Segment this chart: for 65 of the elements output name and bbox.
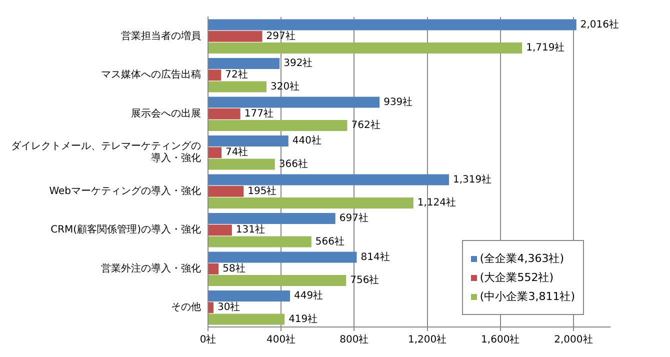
bar <box>208 42 522 54</box>
bar <box>208 290 290 302</box>
data-label: 939社 <box>384 96 413 108</box>
y-tick-label: 営業外注の導入・強化 <box>101 262 201 274</box>
legend-label: (全企業4,363社) <box>480 251 564 266</box>
bar <box>208 147 222 158</box>
bar <box>208 81 266 92</box>
bar <box>208 135 288 147</box>
data-label: 392社 <box>284 57 313 70</box>
data-label: 72社 <box>225 68 248 81</box>
data-label: 449社 <box>294 290 324 302</box>
bar <box>208 108 240 120</box>
bar <box>208 274 346 286</box>
data-label: 1,124社 <box>417 196 456 209</box>
bar <box>208 236 312 248</box>
y-tick-label: CRM(顧客関係管理)の導入・強化 <box>50 224 201 236</box>
y-tick-label: その他 <box>171 301 201 314</box>
data-label: 756社 <box>350 274 380 286</box>
bar <box>208 224 232 236</box>
x-tick-label: 1,200社 <box>408 334 447 346</box>
legend-label: (中小企業3,811社) <box>480 289 575 304</box>
data-label: 320社 <box>270 80 300 92</box>
data-label: 566社 <box>315 235 345 248</box>
bar <box>208 158 275 170</box>
bar <box>208 252 357 263</box>
x-tick-label: 0社 <box>200 334 216 346</box>
data-label: 697社 <box>339 212 368 224</box>
data-label: 440社 <box>292 134 322 147</box>
data-label: 419社 <box>288 312 318 325</box>
data-label: 366社 <box>278 158 308 170</box>
data-label: 195社 <box>248 184 277 197</box>
data-label: 74社 <box>226 146 248 158</box>
data-label: 131社 <box>236 224 266 236</box>
bar <box>208 186 244 197</box>
data-label: 1,719社 <box>526 42 565 54</box>
bar <box>208 30 262 42</box>
bar <box>208 58 280 70</box>
bar <box>208 174 450 186</box>
bar <box>208 212 336 224</box>
bar <box>208 314 285 325</box>
data-label: 814社 <box>360 250 390 263</box>
bar <box>208 120 348 132</box>
y-tick-label: 展示会への出展 <box>131 107 201 120</box>
data-label: 58社 <box>222 262 246 274</box>
data-label: 297社 <box>266 30 296 42</box>
y-tick-label: ダイレクトメール、テレマーケティングの導入・強化 <box>11 140 201 164</box>
data-label: 177社 <box>244 107 274 120</box>
data-label: 1,319社 <box>453 173 492 186</box>
bar <box>208 197 414 209</box>
y-tick-label: マス媒体への広告出稿 <box>101 68 201 81</box>
data-label: 762社 <box>351 119 380 132</box>
bar <box>208 19 576 30</box>
data-label: 2,016社 <box>580 18 620 30</box>
bar <box>208 96 380 108</box>
x-tick-label: 400社 <box>266 334 296 346</box>
y-tick-label: 営業担当者の増員 <box>121 30 201 42</box>
bar <box>208 263 219 274</box>
legend-label: (大企業552社) <box>480 270 554 285</box>
x-tick-label: 1,600社 <box>481 334 520 346</box>
bar <box>208 70 222 81</box>
x-tick-label: 800社 <box>340 334 369 346</box>
x-tick-label: 2,000社 <box>554 334 593 346</box>
y-tick-label: Webマーケティングの導入・強化 <box>49 184 201 197</box>
bar <box>208 302 214 314</box>
data-label: 30社 <box>217 301 240 314</box>
